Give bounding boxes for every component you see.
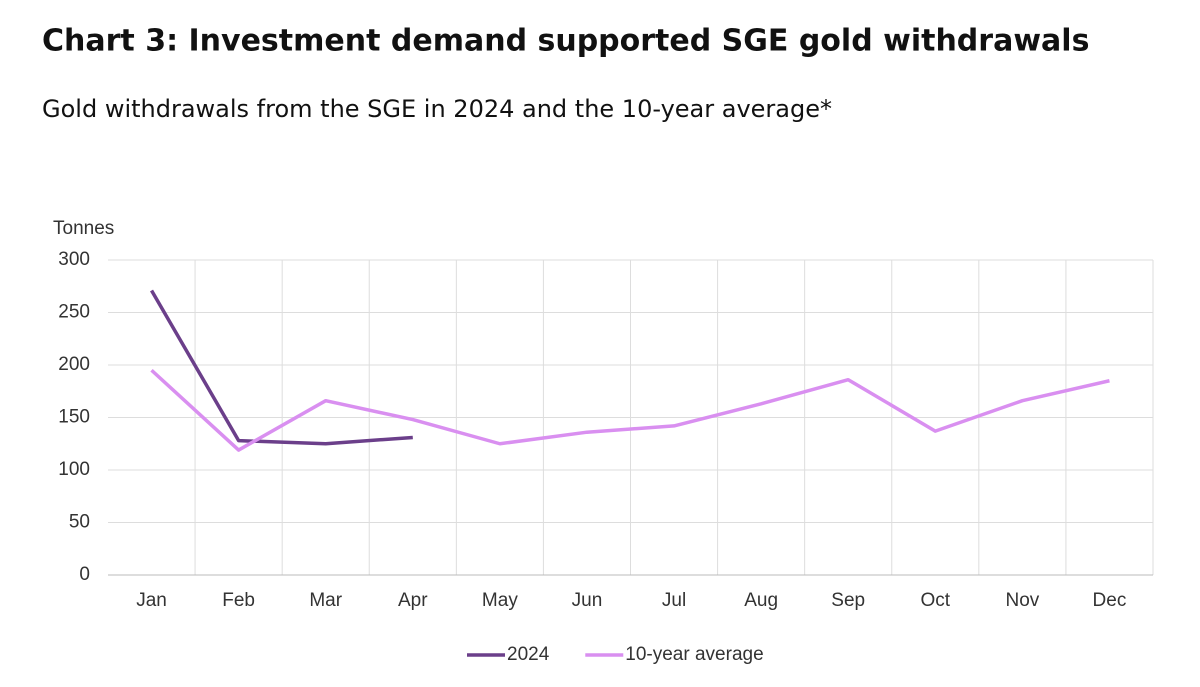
x-tick-label: Dec xyxy=(1093,590,1127,611)
y-tick-label: 150 xyxy=(58,407,90,428)
x-tick-label: Mar xyxy=(309,590,342,611)
x-tick-label: Apr xyxy=(398,590,428,611)
x-tick-label: Sep xyxy=(831,590,865,611)
series-line xyxy=(150,289,413,446)
y-tick-label: 300 xyxy=(58,249,90,270)
y-tick-label: 200 xyxy=(58,354,90,375)
x-tick-label: May xyxy=(482,590,518,611)
x-tick-label: Jan xyxy=(136,590,167,611)
chart-subtitle: Gold withdrawals from the SGE in 2024 an… xyxy=(42,95,832,123)
series-line xyxy=(150,368,1110,452)
y-tick-label: 0 xyxy=(79,564,90,585)
y-tick-label: 100 xyxy=(58,459,90,480)
x-tick-label: Jun xyxy=(572,590,603,611)
x-tick-label: Oct xyxy=(921,590,951,611)
chart-title: Chart 3: Investment demand supported SGE… xyxy=(42,24,1089,59)
x-tick-label: Jul xyxy=(662,590,686,611)
y-axis-label: Tonnes xyxy=(53,218,114,239)
legend-label: 10-year average xyxy=(625,644,763,665)
x-tick-label: Aug xyxy=(744,590,778,611)
y-tick-label: 50 xyxy=(69,512,90,533)
x-tick-label: Nov xyxy=(1005,590,1039,611)
x-tick-label: Feb xyxy=(222,590,255,611)
y-tick-label: 250 xyxy=(58,302,90,323)
legend-label: 2024 xyxy=(507,644,550,665)
